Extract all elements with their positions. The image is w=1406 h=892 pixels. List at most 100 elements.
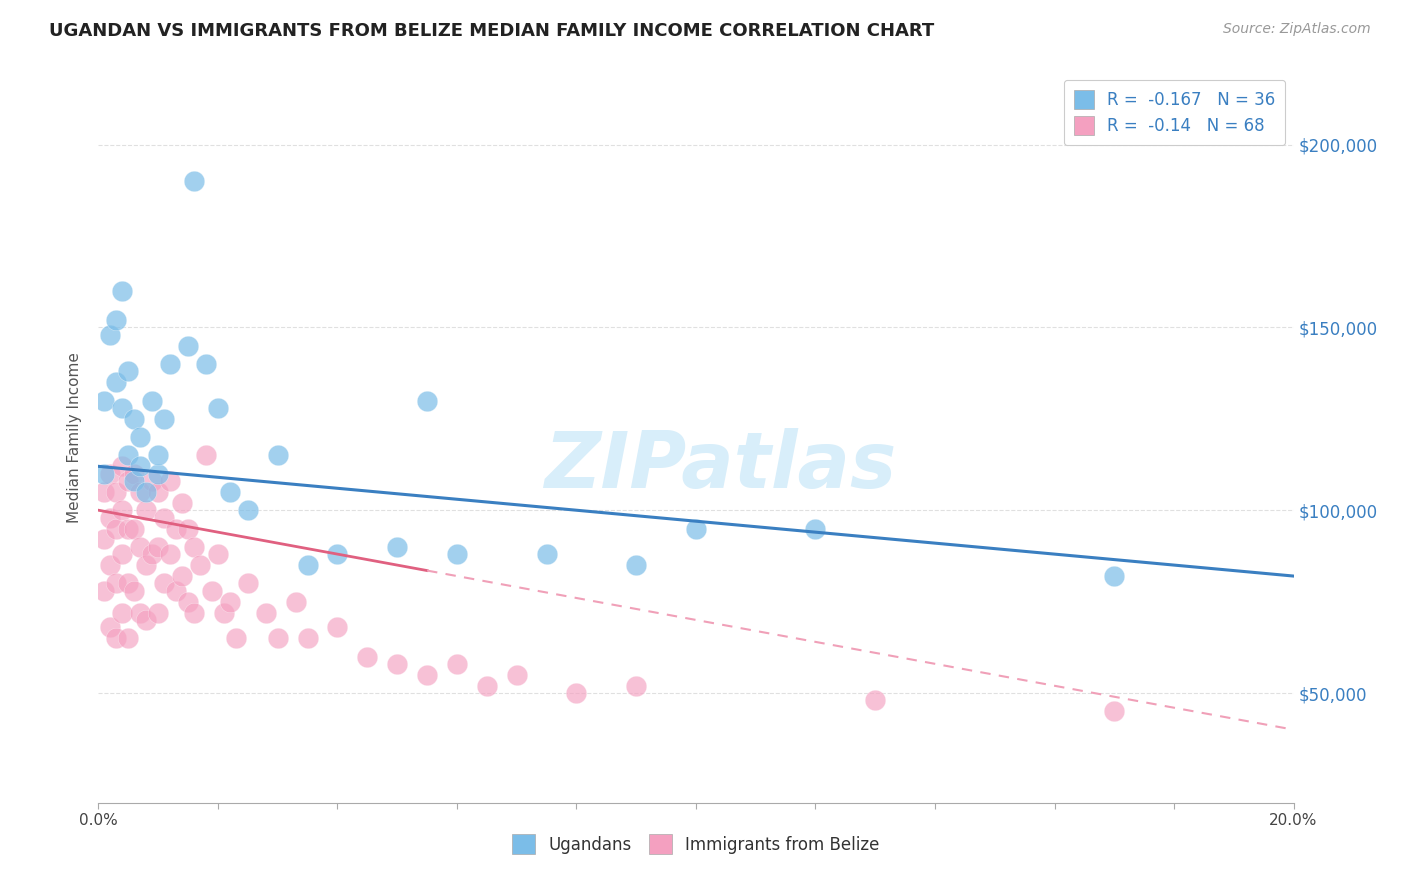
Legend: Ugandans, Immigrants from Belize: Ugandans, Immigrants from Belize: [506, 828, 886, 860]
Point: [148, 484, 170, 499]
Point: [129, 430, 152, 444]
Point: [536, 547, 558, 561]
Text: UGANDAN VS IMMIGRANTS FROM BELIZE MEDIAN FAMILY INCOME CORRELATION CHART: UGANDAN VS IMMIGRANTS FROM BELIZE MEDIAN…: [49, 22, 935, 40]
Point: [201, 583, 224, 598]
Point: [135, 484, 157, 499]
Point: [111, 503, 134, 517]
Point: [165, 521, 187, 535]
Point: [105, 313, 128, 327]
Point: [446, 547, 468, 561]
Point: [93, 467, 115, 481]
Point: [177, 594, 200, 608]
Point: [117, 521, 139, 535]
Point: [124, 521, 146, 535]
Point: [626, 558, 648, 573]
Point: [188, 558, 211, 573]
Point: [172, 496, 194, 510]
Point: [98, 620, 122, 634]
Point: [225, 632, 247, 646]
Point: [1104, 569, 1126, 583]
Point: [865, 693, 887, 707]
Point: [93, 484, 115, 499]
Point: [135, 503, 157, 517]
Point: [219, 484, 242, 499]
Point: [212, 606, 235, 620]
Point: [148, 467, 170, 481]
Point: [177, 338, 200, 352]
Point: [93, 533, 115, 547]
Point: [284, 594, 307, 608]
Point: [105, 484, 128, 499]
Point: [385, 540, 409, 554]
Point: [124, 583, 146, 598]
Point: [153, 576, 176, 591]
Point: [236, 576, 259, 591]
Point: [98, 467, 122, 481]
Point: [124, 467, 146, 481]
Point: [159, 547, 181, 561]
Point: [98, 558, 122, 573]
Point: [195, 448, 218, 462]
Point: [129, 484, 152, 499]
Point: [93, 393, 115, 408]
Point: [117, 474, 139, 488]
Point: [117, 632, 139, 646]
Point: [111, 401, 134, 415]
Point: [148, 448, 170, 462]
Point: [98, 327, 122, 342]
Point: [159, 357, 181, 371]
Point: [183, 540, 205, 554]
Point: [236, 503, 259, 517]
Point: [804, 521, 827, 535]
Point: [356, 649, 378, 664]
Point: [297, 632, 319, 646]
Point: [297, 558, 319, 573]
Point: [129, 540, 152, 554]
Point: [98, 510, 122, 524]
Point: [207, 401, 229, 415]
Point: [111, 284, 134, 298]
Point: [105, 576, 128, 591]
Point: [385, 657, 409, 671]
Point: [117, 576, 139, 591]
Point: [172, 569, 194, 583]
Point: [416, 667, 439, 681]
Point: [148, 540, 170, 554]
Point: [326, 620, 349, 634]
Point: [416, 393, 439, 408]
Point: [254, 606, 277, 620]
Point: [111, 606, 134, 620]
Point: [93, 583, 115, 598]
Point: [565, 686, 588, 700]
Point: [111, 459, 134, 474]
Text: ZIPatlas: ZIPatlas: [544, 428, 896, 504]
Point: [105, 521, 128, 535]
Text: Source: ZipAtlas.com: Source: ZipAtlas.com: [1223, 22, 1371, 37]
Point: [105, 375, 128, 389]
Point: [135, 613, 157, 627]
Point: [141, 474, 163, 488]
Point: [475, 679, 498, 693]
Point: [141, 393, 163, 408]
Point: [129, 459, 152, 474]
Point: [219, 594, 242, 608]
Point: [117, 364, 139, 378]
Point: [626, 679, 648, 693]
Point: [165, 583, 187, 598]
Point: [446, 657, 468, 671]
Point: [207, 547, 229, 561]
Point: [124, 474, 146, 488]
Point: [129, 606, 152, 620]
Point: [1104, 705, 1126, 719]
Point: [141, 547, 163, 561]
Point: [135, 558, 157, 573]
Point: [326, 547, 349, 561]
Point: [111, 547, 134, 561]
Point: [195, 357, 218, 371]
Y-axis label: Median Family Income: Median Family Income: [67, 351, 83, 523]
Point: [267, 448, 290, 462]
Point: [685, 521, 707, 535]
Point: [267, 632, 290, 646]
Point: [506, 667, 529, 681]
Point: [105, 632, 128, 646]
